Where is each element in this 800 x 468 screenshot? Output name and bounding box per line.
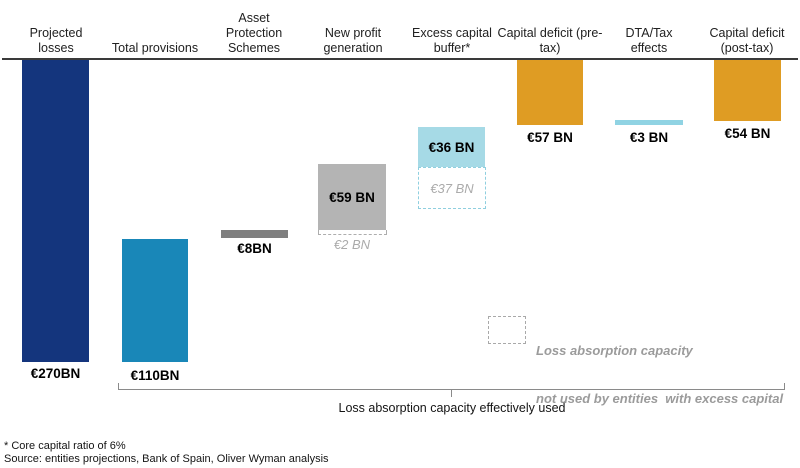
bar-excess-capital-buffer: €36 BN bbox=[418, 127, 485, 167]
value-label-capital-deficit-pre-tax: €57 BN bbox=[527, 130, 573, 145]
column-header-capital-deficit-post-tax: Capital deficit (post-tax) bbox=[692, 2, 800, 56]
value-label-total-provisions: €110BN bbox=[130, 368, 180, 383]
unused-capacity-strip-new-profit bbox=[318, 230, 387, 235]
column-header-label: New profit generation bbox=[323, 26, 383, 55]
bar-dta-tax-effects bbox=[615, 120, 683, 125]
value-label-excess-capital-buffer: €36 BN bbox=[428, 139, 475, 155]
unused-capacity-box-excess-capital: €37 BN bbox=[418, 167, 486, 209]
value-label-projected-losses: €270BN bbox=[30, 366, 81, 381]
column-header-label: Excess capital buffer* bbox=[412, 26, 492, 55]
bar-new-profit-generation: €59 BN bbox=[318, 164, 386, 230]
column-header-label: Total provisions bbox=[111, 41, 199, 55]
value-label-asset-protection-schemes: €8BN bbox=[237, 241, 272, 256]
bar-total-provisions bbox=[122, 239, 188, 362]
column-header-label: Capital deficit (post-tax) bbox=[709, 26, 785, 55]
bracket-right-tick bbox=[784, 383, 785, 390]
bar-capital-deficit-pre-tax bbox=[517, 60, 583, 125]
legend-line-2: not used by entities with excess capital bbox=[536, 391, 784, 406]
unused-value-label-excess-capital: €37 BN bbox=[430, 180, 474, 196]
value-label-capital-deficit-post-tax: €54 BN bbox=[724, 126, 771, 141]
column-header-excess-capital-buffer: Excess capital buffer* bbox=[397, 2, 507, 56]
column-header-label: Asset Protection Schemes bbox=[225, 11, 283, 55]
bracket-center-tick bbox=[451, 389, 452, 397]
bar-projected-losses bbox=[22, 60, 89, 362]
column-header-label: Projected losses bbox=[29, 26, 83, 55]
value-label-new-profit-generation: €59 BN bbox=[329, 189, 375, 205]
column-header-dta-tax-effects: DTA/Tax effects bbox=[612, 2, 686, 56]
column-header-asset-protection-schemes: Asset Protection Schemes bbox=[217, 2, 291, 56]
legend-text: Loss absorption capacity not used by ent… bbox=[536, 311, 783, 439]
baseline-axis bbox=[2, 58, 798, 60]
bracket-label: Loss absorption capacity effectively use… bbox=[338, 401, 566, 415]
column-header-capital-deficit-pre-tax: Capital deficit (pre-tax) bbox=[495, 2, 605, 56]
column-header-new-profit-generation: New profit generation bbox=[298, 2, 408, 56]
unused-value-label-new-profit: €2 BN bbox=[333, 237, 371, 252]
bracket-left-tick bbox=[118, 383, 119, 390]
legend-dashed-box-swatch bbox=[488, 316, 526, 344]
column-header-label: DTA/Tax effects bbox=[625, 26, 673, 55]
value-label-dta-tax-effects: €3 BN bbox=[629, 130, 669, 145]
bar-asset-protection-schemes bbox=[221, 230, 288, 238]
footnote-core-capital-ratio: * Core capital ratio of 6% bbox=[4, 440, 126, 452]
footnote-source: Source: entities projections, Bank of Sp… bbox=[4, 453, 329, 465]
legend-line-1: Loss absorption capacity bbox=[536, 343, 693, 358]
column-header-label: Capital deficit (pre-tax) bbox=[497, 26, 603, 55]
column-header-total-provisions: Total provisions bbox=[100, 2, 210, 56]
bar-capital-deficit-post-tax bbox=[714, 60, 781, 121]
column-header-projected-losses: Projected losses bbox=[20, 2, 92, 56]
